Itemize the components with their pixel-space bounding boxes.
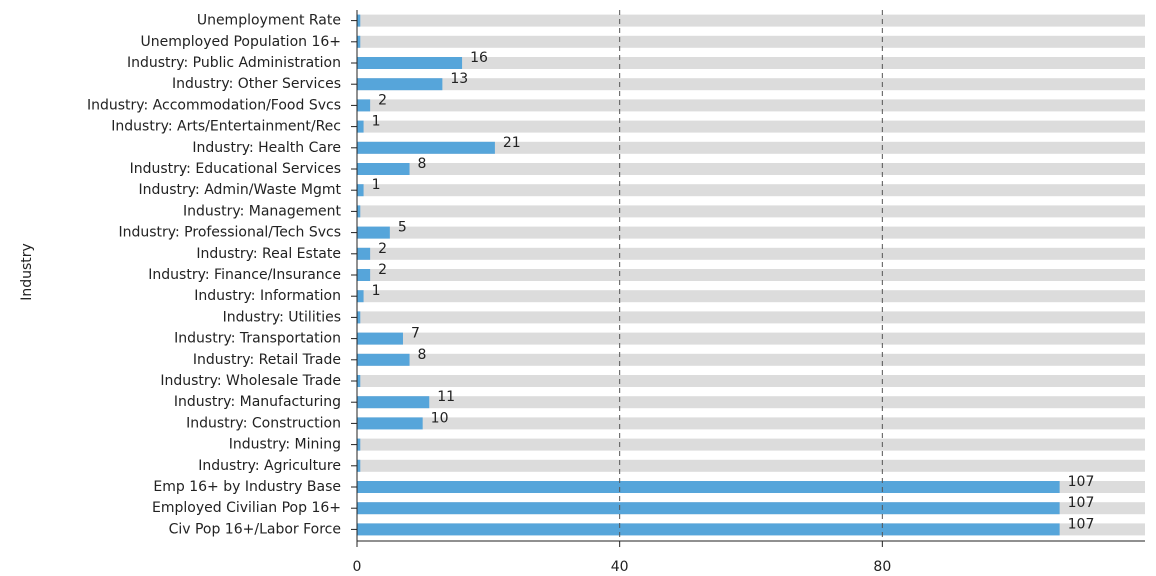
y-tick-label: Emp 16+ by Industry Base: [153, 479, 341, 495]
bar-track: [357, 205, 1145, 218]
bar: [357, 290, 364, 303]
data-label: 107: [1068, 495, 1095, 511]
y-tick-label: Industry: Other Services: [172, 76, 341, 92]
bar-track: [357, 14, 1145, 27]
x-tick-label: 40: [611, 559, 629, 575]
y-tick-label: Industry: Admin/Waste Mgmt: [138, 182, 341, 198]
bar-track: [357, 311, 1145, 324]
x-tick-label: 80: [873, 559, 891, 575]
y-axis-label: Industry: [19, 243, 35, 301]
bar: [357, 120, 364, 133]
x-tick-label: 0: [353, 559, 362, 575]
bar-track: [357, 375, 1145, 387]
bar-track: [357, 99, 1145, 112]
bar: [357, 481, 1060, 493]
y-tick-label: Industry: Educational Services: [130, 161, 341, 177]
data-label: 2: [378, 241, 387, 257]
bar-track: [357, 57, 1145, 69]
bar: [357, 35, 361, 48]
bar-track: [357, 78, 1145, 91]
bar-track: [357, 120, 1145, 133]
bar-track: [357, 353, 1145, 366]
data-label: 107: [1068, 474, 1095, 490]
y-tick-label: Industry: Professional/Tech Svcs: [118, 225, 341, 241]
data-label: 1: [372, 177, 381, 193]
bar: [357, 247, 371, 260]
data-label: 13: [450, 71, 468, 87]
data-label: 2: [378, 262, 387, 278]
bar: [357, 269, 371, 281]
data-label: 16: [470, 50, 488, 66]
data-label: 1: [372, 114, 381, 130]
y-tick-label: Industry: Real Estate: [196, 246, 341, 262]
bar: [357, 99, 371, 112]
data-label: 10: [431, 410, 449, 426]
bar-track: [357, 184, 1145, 197]
data-label: 2: [378, 92, 387, 108]
bar-track: [357, 35, 1145, 48]
data-label: 8: [418, 156, 427, 172]
bar: [357, 141, 495, 154]
y-tick-label: Industry: Arts/Entertainment/Rec: [111, 119, 341, 135]
bar: [357, 205, 361, 218]
bar: [357, 438, 361, 451]
bar: [357, 417, 423, 430]
y-tick-label: Industry: Mining: [229, 437, 341, 453]
y-tick-label: Industry: Information: [194, 288, 341, 304]
data-label: 1: [372, 283, 381, 299]
y-tick-label: Industry: Wholesale Trade: [160, 373, 341, 389]
bar: [357, 459, 361, 472]
y-tick-label: Unemployment Rate: [197, 13, 341, 29]
y-tick-label: Industry: Manufacturing: [174, 394, 341, 410]
data-label: 21: [503, 135, 521, 151]
y-tick-label: Industry: Management: [183, 203, 341, 219]
bar: [357, 226, 390, 239]
bar-track: [357, 417, 1145, 430]
y-tick-label: Industry: Finance/Insurance: [148, 267, 341, 283]
y-tick-label: Industry: Agriculture: [198, 458, 341, 474]
bar-track: [357, 269, 1145, 281]
bar-track: [357, 396, 1145, 409]
data-label: 5: [398, 220, 407, 236]
bar: [357, 14, 361, 27]
y-tick-label: Industry: Accommodation/Food Svcs: [87, 97, 341, 113]
bar-track: [357, 141, 1145, 154]
bar: [357, 502, 1060, 515]
bar: [357, 353, 410, 366]
bar: [357, 332, 403, 345]
bar: [357, 163, 410, 175]
bar: [357, 375, 361, 387]
y-tick-label: Civ Pop 16+/Labor Force: [169, 521, 341, 537]
data-label: 7: [411, 326, 420, 342]
data-label: 8: [418, 347, 427, 363]
bar: [357, 184, 364, 197]
bar-track: [357, 438, 1145, 451]
bar-track: [357, 247, 1145, 260]
bar: [357, 57, 463, 69]
y-tick-label: Industry: Construction: [186, 415, 341, 431]
bar-track: [357, 290, 1145, 303]
bar-track: [357, 163, 1145, 175]
bar-track: [357, 226, 1145, 239]
y-tick-label: Industry: Health Care: [192, 140, 341, 156]
y-tick-label: Unemployed Population 16+: [141, 34, 342, 50]
data-label: 107: [1068, 516, 1095, 532]
y-tick-label: Industry: Public Administration: [127, 55, 341, 71]
y-tick-label: Industry: Utilities: [223, 309, 341, 325]
y-tick-label: Industry: Retail Trade: [193, 352, 341, 368]
y-tick-label: Employed Civilian Pop 16+: [152, 500, 341, 516]
bar-track: [357, 332, 1145, 345]
y-tick-label: Industry: Transportation: [174, 331, 341, 347]
bar-track: [357, 459, 1145, 472]
bar: [357, 396, 430, 409]
bar: [357, 523, 1060, 536]
data-label: 11: [437, 389, 455, 405]
bar: [357, 311, 361, 324]
bar: [357, 78, 443, 91]
